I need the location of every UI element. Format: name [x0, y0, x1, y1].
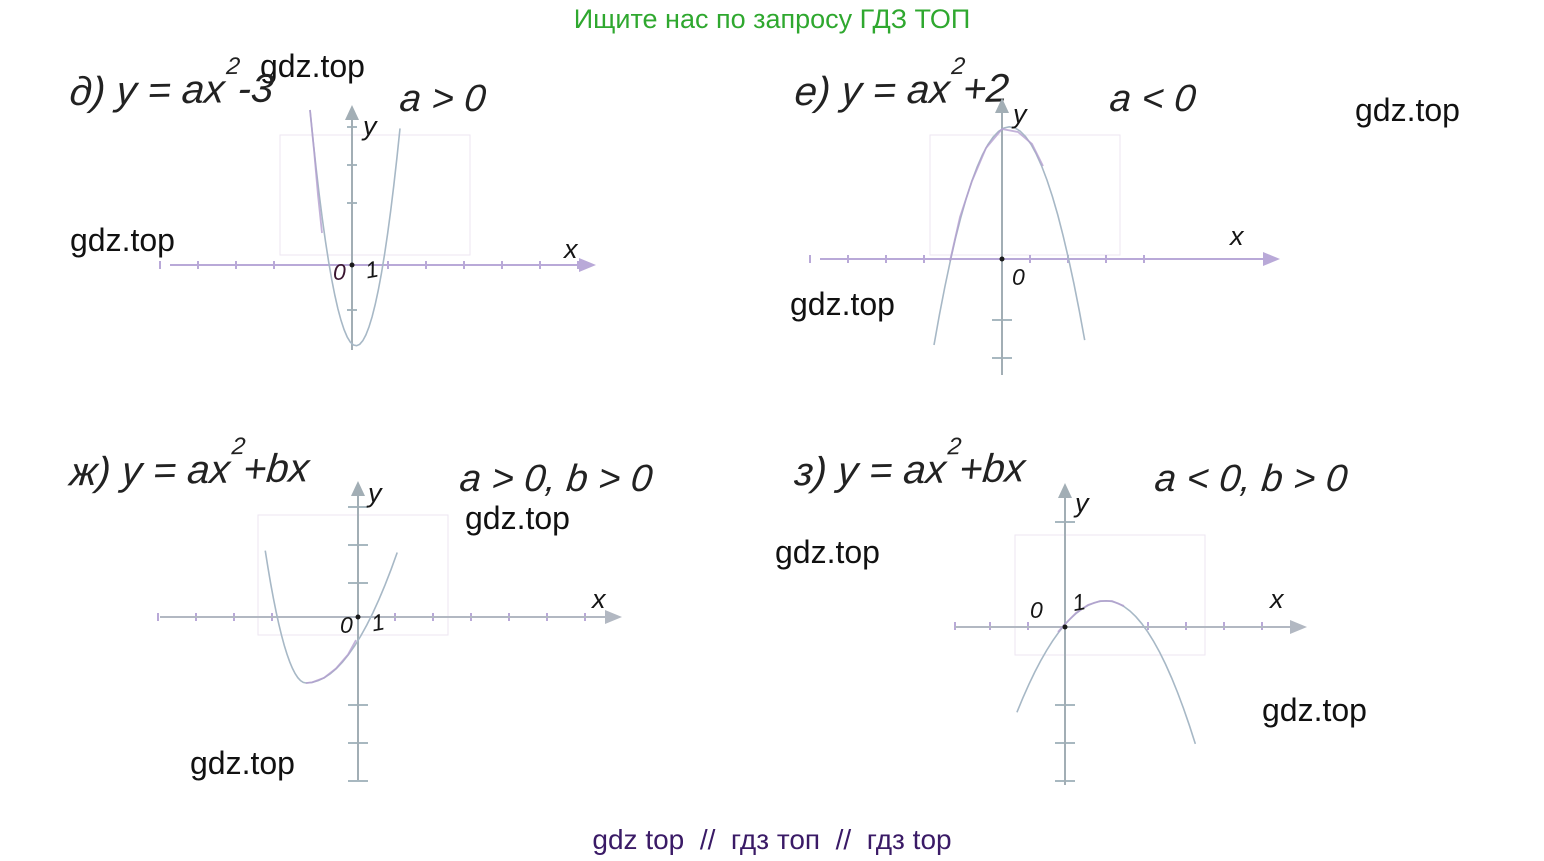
- svg-text:y: y: [361, 111, 378, 141]
- svg-text:0: 0: [1030, 597, 1043, 623]
- svg-text:x: x: [1268, 584, 1285, 614]
- svg-text:x: x: [562, 234, 579, 264]
- svg-text:1: 1: [369, 608, 386, 636]
- svg-text:y: y: [1073, 488, 1090, 518]
- svg-text:y: y: [366, 480, 383, 508]
- svg-text:0: 0: [333, 259, 346, 285]
- svg-text:1: 1: [363, 256, 380, 284]
- svg-text:x: x: [590, 584, 607, 614]
- svg-text:y: y: [1011, 99, 1028, 129]
- svg-text:x: x: [1228, 221, 1245, 251]
- svg-text:1: 1: [1070, 588, 1087, 616]
- svg-text:0: 0: [1012, 264, 1025, 290]
- svg-text:0: 0: [340, 612, 353, 638]
